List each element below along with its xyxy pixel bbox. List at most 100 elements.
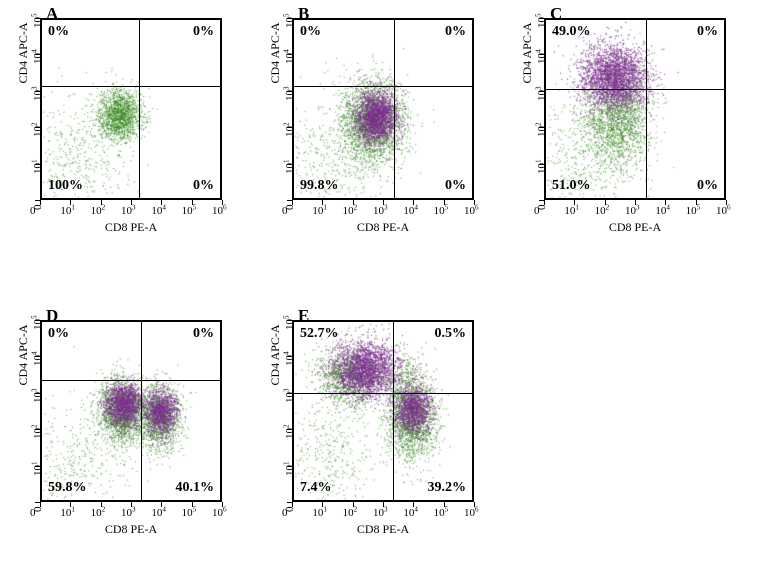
pct-q1: 0%	[48, 24, 69, 40]
ytick-label: 0	[284, 507, 296, 513]
xtick-label: 106	[212, 205, 227, 217]
pct-q1: 0%	[48, 326, 69, 342]
x-axis-label: CD8 PE-A	[292, 220, 474, 235]
x-axis-label: CD8 PE-A	[40, 522, 222, 537]
panel-B: 0%0%99.8%0%	[292, 18, 474, 200]
ytick-mark	[35, 502, 40, 503]
pct-q2: 0%	[697, 24, 718, 40]
ytick-label: 105	[284, 315, 296, 330]
xtick-label: 104	[403, 507, 418, 519]
quadrant-line-h	[546, 89, 724, 90]
panel-D: 0% 0% 59.8% 40.1%	[40, 320, 222, 502]
pct-q3: 59.8%	[48, 480, 87, 496]
panel-letter-A: A	[46, 4, 58, 24]
quadrant-line-v	[139, 20, 140, 198]
pct-q1: 49.0%	[552, 24, 591, 40]
panel-letter-E: E	[298, 306, 309, 326]
xtick-label: 104	[151, 507, 166, 519]
pct-q4: 0%	[193, 178, 214, 194]
ytick-label: 102	[284, 425, 296, 440]
ytick-label: 103	[536, 86, 548, 101]
ytick-label: 0	[32, 507, 44, 513]
xtick-label: 106	[212, 507, 227, 519]
panel-letter-B: B	[298, 4, 309, 24]
ytick-label: 105	[536, 13, 548, 28]
ytick-label: 102	[32, 425, 44, 440]
xtick-label: 105	[686, 205, 701, 217]
xtick-label: 101	[312, 205, 327, 217]
y-axis-label: CD4 APC-A	[268, 264, 283, 446]
xtick-label: 101	[60, 205, 75, 217]
plot-frame-C: 49.0% 0% 51.0% 0%	[544, 18, 726, 200]
pct-q2: 0%	[445, 24, 466, 40]
xtick-label: 102	[343, 507, 358, 519]
y-axis-label: CD4 APC-A	[520, 0, 535, 144]
xtick-label: 103	[625, 205, 640, 217]
x-axis-label: CD8 PE-A	[40, 220, 222, 235]
pct-q4: 0%	[445, 178, 466, 194]
ytick-label: 0	[284, 205, 296, 211]
xtick-label: 104	[403, 205, 418, 217]
scatter-canvas-E	[294, 322, 474, 502]
panel-C: 49.0% 0% 51.0% 0%	[544, 18, 726, 200]
ytick-label: 101	[32, 461, 44, 476]
ytick-mark	[539, 200, 544, 201]
ytick-label: 0	[536, 205, 548, 211]
y-axis-label: CD4 APC-A	[268, 0, 283, 144]
ytick-mark	[287, 502, 292, 503]
ytick-label: 101	[284, 461, 296, 476]
panel-letter-D: D	[46, 306, 58, 326]
ytick-label: 103	[32, 388, 44, 403]
xtick-label: 103	[121, 205, 136, 217]
quadrant-line-h	[294, 86, 472, 87]
ytick-label: 102	[284, 123, 296, 138]
xtick-label: 106	[716, 205, 731, 217]
xtick-label: 103	[373, 507, 388, 519]
xtick-label: 101	[564, 205, 579, 217]
ytick-label: 105	[32, 315, 44, 330]
scatter-canvas-D	[42, 322, 222, 502]
plot-frame-B: 0%0%99.8%0%	[292, 18, 474, 200]
scatter-canvas-A	[42, 20, 222, 200]
scatter-canvas-B	[294, 20, 474, 200]
ytick-label: 104	[32, 352, 44, 367]
xtick-label: 102	[91, 205, 106, 217]
pct-q3: 51.0%	[552, 178, 591, 194]
pct-q2: 0%	[193, 326, 214, 342]
xtick-label: 101	[60, 507, 75, 519]
quadrant-line-v	[141, 322, 142, 500]
xtick-label: 105	[182, 507, 197, 519]
ytick-label: 101	[32, 159, 44, 174]
panel-letter-C: C	[550, 4, 562, 24]
quadrant-line-v	[393, 322, 394, 500]
pct-q1: 52.7%	[300, 326, 339, 342]
xtick-label: 102	[343, 205, 358, 217]
ytick-label: 104	[284, 352, 296, 367]
xtick-label: 105	[182, 205, 197, 217]
ytick-label: 103	[32, 86, 44, 101]
y-axis-label: CD4 APC-A	[16, 0, 31, 144]
xtick-label: 102	[91, 507, 106, 519]
ytick-label: 104	[284, 50, 296, 65]
plot-frame-E: 52.7%0.5%7.4%39.2%	[292, 320, 474, 502]
quadrant-line-h	[294, 393, 472, 394]
ytick-label: 103	[284, 388, 296, 403]
xtick-label: 104	[151, 205, 166, 217]
ytick-label: 104	[32, 50, 44, 65]
ytick-label: 103	[284, 86, 296, 101]
ytick-label: 101	[284, 159, 296, 174]
ytick-label: 105	[284, 13, 296, 28]
ytick-label: 104	[536, 50, 548, 65]
ytick-mark	[287, 200, 292, 201]
xtick-label: 103	[121, 507, 136, 519]
xtick-label: 105	[434, 507, 449, 519]
pct-q1: 0%	[300, 24, 321, 40]
pct-q4: 40.1%	[176, 480, 215, 496]
pct-q3: 7.4%	[300, 480, 332, 496]
xtick-label: 106	[464, 205, 479, 217]
plot-frame-D: 0% 0% 59.8% 40.1%	[40, 320, 222, 502]
pct-q4: 39.2%	[428, 480, 467, 496]
quadrant-line-v	[646, 20, 647, 198]
pct-q4: 0%	[697, 178, 718, 194]
x-axis-label: CD8 PE-A	[292, 522, 474, 537]
